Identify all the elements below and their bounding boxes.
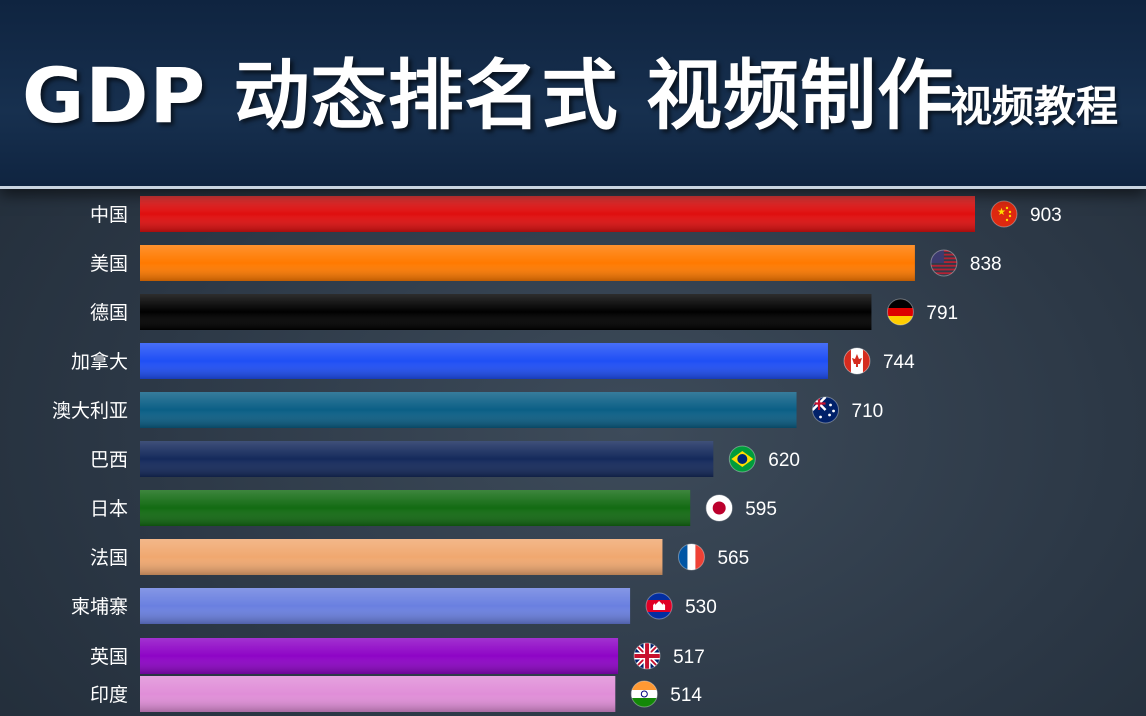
uk-flag-icon [633,642,661,670]
usa-flag-icon [930,249,958,277]
value-label: 595 [745,499,777,520]
bar-sheen [140,294,872,330]
page-title: GDP 动态排名式 视频制作 [22,51,955,140]
category-label: 中国 [90,204,128,226]
value-label: 620 [768,450,800,471]
canada-flag-icon [843,347,871,375]
value-label: 517 [673,647,705,668]
category-label: 英国 [90,646,128,668]
value-label: 838 [970,254,1002,275]
category-label: 澳大利亚 [52,400,128,422]
bar-sheen [140,490,691,526]
category-label: 印度 [90,684,128,706]
value-label: 903 [1030,205,1062,226]
svg-text:★: ★ [997,207,1006,218]
india-flag-icon [630,680,658,708]
bar-sheen [140,196,975,232]
bar-row: 印度 514 [90,676,702,712]
bar-sheen [140,638,619,674]
bar-row: 法国 565 [90,539,749,575]
bar-row: 德国 791 [90,294,958,330]
category-label: 日本 [90,498,128,520]
bar-sheen [140,392,797,428]
cambodia-flag-icon [645,592,673,620]
china-flag-icon: ★ [990,200,1018,228]
bar-row: 日本 595 [90,490,777,526]
bar-row: 巴西 620 [90,441,800,477]
category-label: 法国 [90,547,128,569]
category-label: 柬埔寨 [71,596,128,618]
bar-sheen [140,539,663,575]
bar-row: 澳大利亚 710 [52,392,883,428]
bar-row: 柬埔寨 530 [71,588,717,624]
value-label: 565 [717,548,749,569]
category-label: 德国 [90,302,128,324]
bar-sheen [140,245,915,281]
page-subtitle: 视频教程 [949,82,1118,131]
germany-flag-icon [886,298,914,326]
bar-row: 美国 838 [90,245,1002,281]
bar-row: 加拿大 744 [71,343,915,379]
bar-sheen [140,441,714,477]
category-label: 美国 [90,253,128,275]
australia-flag-icon [812,396,840,424]
bar-row: 英国 517 [90,638,705,674]
japan-flag-icon [705,494,733,522]
bar-sheen [140,676,616,712]
bar-sheen [140,588,631,624]
value-label: 710 [852,401,884,422]
bar-row: 中国 ★ 903 [90,196,1062,232]
value-label: 514 [670,685,702,706]
bar-sheen [140,343,828,379]
brazil-flag-icon [728,445,756,473]
category-label: 巴西 [90,449,128,471]
value-label: 791 [926,303,958,324]
value-label: 744 [883,352,915,373]
france-flag-icon [677,543,705,571]
category-label: 加拿大 [71,350,128,373]
title-banner: GDP 动态排名式 视频制作 视频教程 [0,0,1146,189]
value-label: 530 [685,597,717,618]
